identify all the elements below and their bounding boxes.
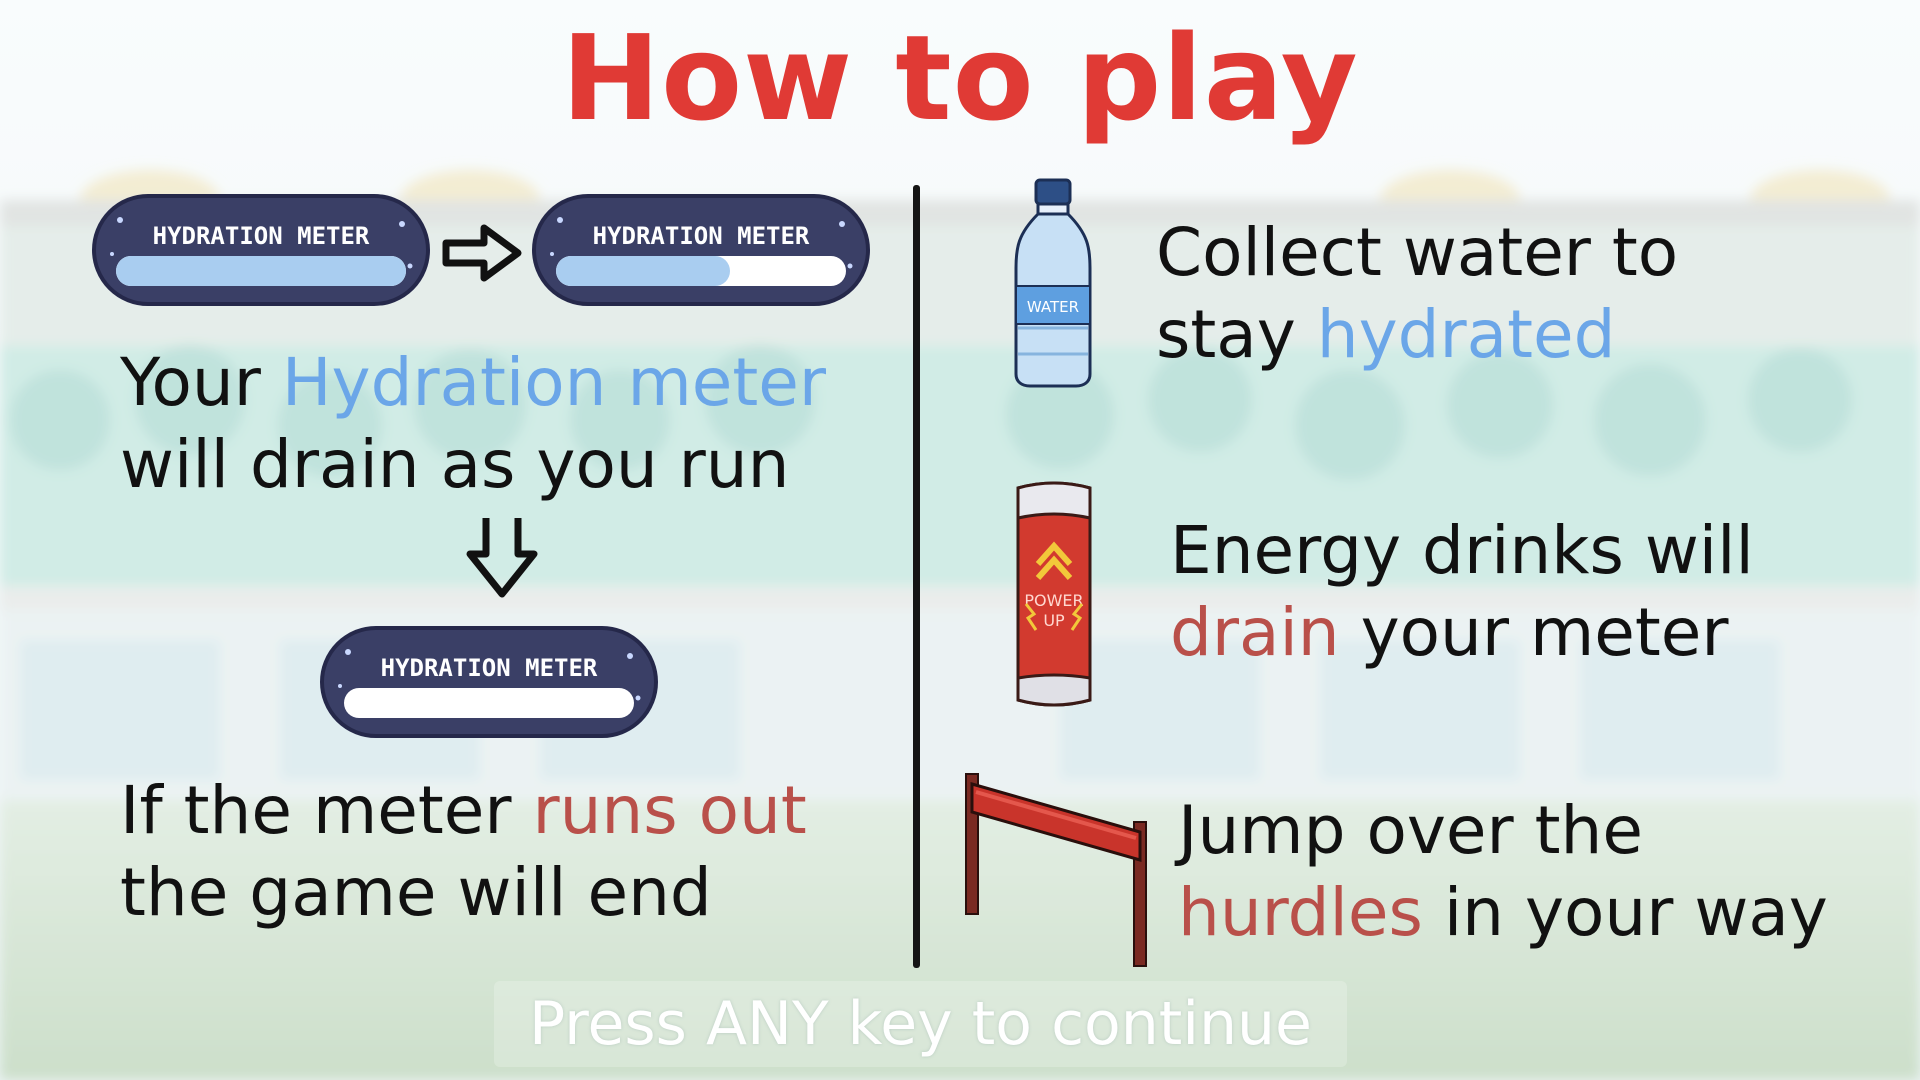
meter-drain-text: Your Hydration meter will drain as you r… xyxy=(120,342,826,506)
meter-label: HYDRATION METER xyxy=(381,654,598,682)
energy-drink-text: Energy drinks will drain your meter xyxy=(1170,510,1754,674)
hurdle-text-post: in your way xyxy=(1422,874,1828,951)
down-arrow-icon xyxy=(466,518,538,598)
page-title: How to play xyxy=(561,9,1359,147)
hurdle-text-line1: Jump over the xyxy=(1178,792,1643,869)
meter-label: HYDRATION METER xyxy=(593,222,810,250)
meter-fill xyxy=(556,256,730,286)
hurdle-text: Jump over the hurdles in your way xyxy=(1178,790,1828,954)
game-over-text: If the meter runs out the game will end xyxy=(120,770,807,934)
right-arrow-icon xyxy=(442,224,522,282)
water-text-pre: stay xyxy=(1156,296,1317,373)
hydration-meter-highlight: Hydration meter xyxy=(281,344,826,421)
hurdles-highlight: hurdles xyxy=(1178,874,1423,951)
game-over-text-line2: the game will end xyxy=(120,854,712,931)
hydration-meter-empty: HYDRATION METER xyxy=(320,626,658,738)
water-bottle-icon: WATER xyxy=(1014,178,1092,388)
hydrated-highlight: hydrated xyxy=(1316,296,1616,373)
game-over-text-pre: If the meter xyxy=(120,772,533,849)
hurdle-icon xyxy=(965,773,1147,967)
hydration-meter-full: HYDRATION METER xyxy=(92,194,430,306)
hydration-meter-partial: HYDRATION METER xyxy=(532,194,870,306)
meter-drain-text-line2: will drain as you run xyxy=(120,426,790,503)
energy-drink-text-line1: Energy drinks will xyxy=(1170,512,1754,589)
continue-prompt[interactable]: Press ANY key to continue xyxy=(494,981,1347,1067)
meter-label: HYDRATION METER xyxy=(153,222,370,250)
water-text-line1: Collect water to xyxy=(1156,214,1679,291)
meter-drain-text-pre: Your xyxy=(120,344,282,421)
runs-out-highlight: runs out xyxy=(532,772,807,849)
can-label-up: UP xyxy=(1043,611,1065,630)
bottle-label: WATER xyxy=(1027,298,1079,316)
water-text: Collect water to stay hydrated xyxy=(1156,212,1678,376)
meter-fill xyxy=(116,256,406,286)
drain-highlight: drain xyxy=(1170,594,1340,671)
energy-drink-text-post: your meter xyxy=(1339,594,1729,671)
energy-drink-can-icon: POWER UP xyxy=(1016,481,1092,707)
can-label-power: POWER xyxy=(1024,591,1083,610)
vertical-divider xyxy=(913,185,920,968)
